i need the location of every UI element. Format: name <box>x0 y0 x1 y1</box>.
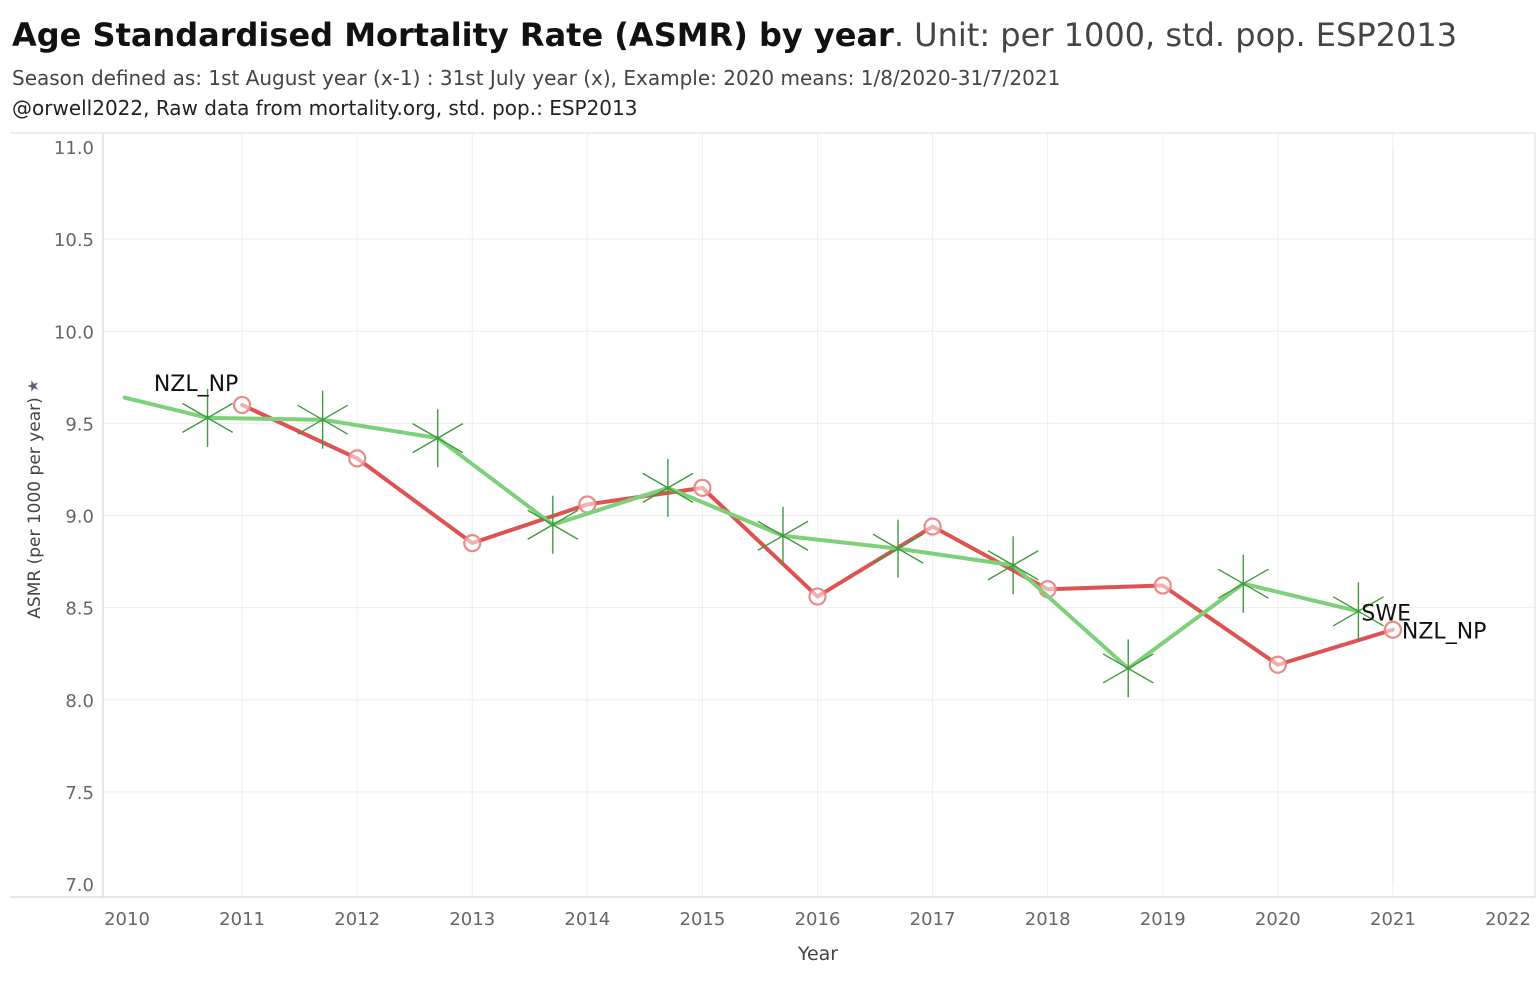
y-tick-label: 11.0 <box>54 138 94 159</box>
x-tick-label: 2021 <box>1370 909 1416 930</box>
star-stroke <box>412 423 464 454</box>
x-tick-label: 2016 <box>795 909 841 930</box>
data-point-swe <box>412 409 464 468</box>
star-stroke <box>527 509 579 540</box>
y-tick-label: 8.0 <box>65 691 94 712</box>
data-point-nzl_np <box>232 395 252 415</box>
series-label-nzl-np-end: NZL_NP <box>1402 620 1487 645</box>
x-tick-label: 2011 <box>219 909 265 930</box>
star-stroke <box>757 520 809 551</box>
axis-layer: 7.0 7.5 8.0 8.5 9.0 9.5 10.0 10.5 11.0 2010 2011 20… <box>10 132 1536 965</box>
x-tick-label: 2019 <box>1140 909 1186 930</box>
data-point-swe <box>872 519 924 578</box>
data-point-swe <box>297 390 349 449</box>
series-label-swe-end: SWE <box>1361 601 1411 626</box>
pin-icon: ★ <box>24 379 42 392</box>
x-tick-label: 2017 <box>910 909 956 930</box>
data-point-nzl_np <box>463 534 482 553</box>
data-point-nzl_np <box>1268 655 1287 674</box>
y-tick-label: 9.5 <box>65 414 94 435</box>
data-point-swe <box>1217 554 1269 613</box>
x-tick-label: 2020 <box>1255 909 1301 930</box>
chart-title-unit: . Unit: per 1000, std. pop. ESP2013 <box>893 16 1458 54</box>
data-point-swe <box>757 506 809 565</box>
data-point-nzl_np <box>348 449 367 468</box>
data-point-nzl_np <box>923 517 942 536</box>
x-tick-label: 2010 <box>104 909 150 930</box>
star-stroke <box>872 533 924 564</box>
data-point-nzl_np <box>693 478 712 497</box>
star-stroke <box>1102 653 1154 684</box>
x-tick-label: 2014 <box>564 909 610 930</box>
y-tick-label: 7.0 <box>65 875 94 896</box>
star-stroke <box>987 550 1039 581</box>
data-point-swe <box>1332 582 1384 641</box>
data-point-nzl_np <box>1153 576 1172 595</box>
data-point-nzl_np <box>808 587 827 606</box>
y-tick-label: 10.5 <box>54 230 94 251</box>
series-label-nzl-np-start: NZL_NP <box>154 372 239 397</box>
series-layer <box>122 388 1403 698</box>
y-tick-label: 10.0 <box>54 322 94 343</box>
grid-layer <box>103 133 1535 897</box>
x-axis-title: Year <box>797 943 838 965</box>
x-tick-label: 2015 <box>680 909 726 930</box>
star-stroke <box>297 404 349 435</box>
star-stroke <box>1332 596 1384 627</box>
x-tick-label: 2012 <box>334 909 380 930</box>
star-stroke <box>642 472 694 503</box>
series-line-swe <box>122 395 1361 671</box>
chart-title-main: Age Standardised Mortality Rate (ASMR) b… <box>12 16 894 54</box>
chart-subtitle-season: Season defined as: 1st August year (x-1)… <box>12 66 1061 90</box>
data-point-swe <box>182 388 234 447</box>
x-tick-label: 2013 <box>449 909 495 930</box>
y-tick-label: 8.5 <box>65 599 94 620</box>
chart-title: Age Standardised Mortality Rate (ASMR) b… <box>12 16 1457 54</box>
y-tick-label: 9.0 <box>65 507 94 528</box>
data-point-nzl_np <box>1383 620 1403 639</box>
data-point-swe <box>642 458 694 517</box>
x-tick-label: 2022 <box>1485 909 1531 930</box>
y-tick-label: 7.5 <box>65 783 94 804</box>
y-axis-title: ASMR (per 1000 per year) <box>25 397 45 618</box>
star-stroke <box>182 402 234 433</box>
data-point-swe <box>987 536 1039 595</box>
data-point-swe <box>527 495 579 554</box>
data-point-swe <box>1102 639 1154 698</box>
x-tick-label: 2018 <box>1025 909 1071 930</box>
star-stroke <box>1217 568 1269 599</box>
chart-subtitle-source: @orwell2022, Raw data from mortality.org… <box>12 96 638 120</box>
